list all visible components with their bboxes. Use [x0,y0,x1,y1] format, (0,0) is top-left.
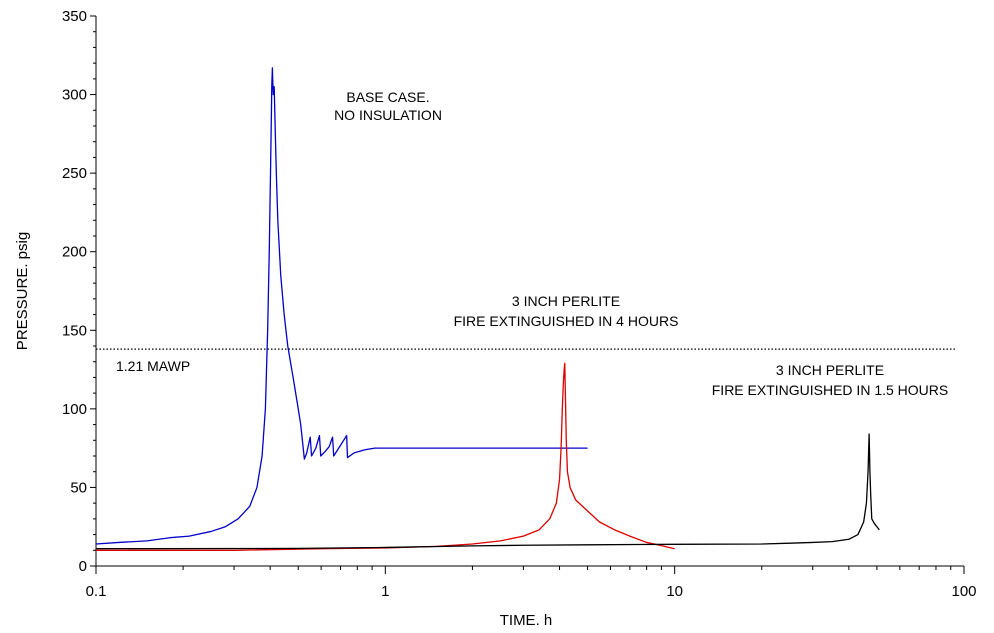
series-layer [95,67,880,551]
mawp-reference-label: 1.21 MAWP [116,358,190,374]
x-tick-label: 1 [381,583,389,600]
x-ticks: 0.1 1 10 100 [86,566,977,600]
x-tick-label: 10 [666,583,683,600]
x-tick-label: 0.1 [86,583,107,600]
plot-area: 0 50 100 150 200 250 300 350 0.1 1 10 100 1.21 MAW… [62,8,977,600]
y-ticks: 0 50 100 150 200 250 300 350 [62,8,96,575]
series-line-perlite-4h [96,362,675,551]
y-tick-label: 350 [62,8,87,25]
x-tick-label: 100 [951,583,976,600]
y-tick-label: 0 [79,558,87,575]
series-line-perlite-1-5h [95,433,880,550]
y-tick-label: 150 [62,322,87,339]
annotation-perlite-4h-line-2: FIRE EXTINGUISHED IN 4 HOURS [454,313,679,329]
reference-lines: 1.21 MAWP [96,348,955,374]
annotation-base-case-line-1: BASE CASE. [346,89,429,105]
y-tick-label: 50 [70,479,87,496]
x-axis-title: TIME. h [500,612,553,629]
series-line-base-case [95,67,588,545]
annotation-perlite-1-5h-line-1: 3 INCH PERLITE [776,362,884,378]
y-axis-title: PRESSURE. psig [14,232,31,350]
annotations: BASE CASE. NO INSULATION 3 INCH PERLITE … [334,89,948,398]
y-tick-label: 300 [62,87,87,104]
y-tick-label: 250 [62,165,87,182]
y-tick-label: 100 [62,401,87,418]
y-tick-label: 200 [62,244,87,261]
annotation-perlite-1-5h-line-2: FIRE EXTINGUISHED IN 1.5 HOURS [712,382,948,398]
annotation-perlite-4h-line-1: 3 INCH PERLITE [512,293,620,309]
annotation-base-case-line-2: NO INSULATION [334,107,442,123]
